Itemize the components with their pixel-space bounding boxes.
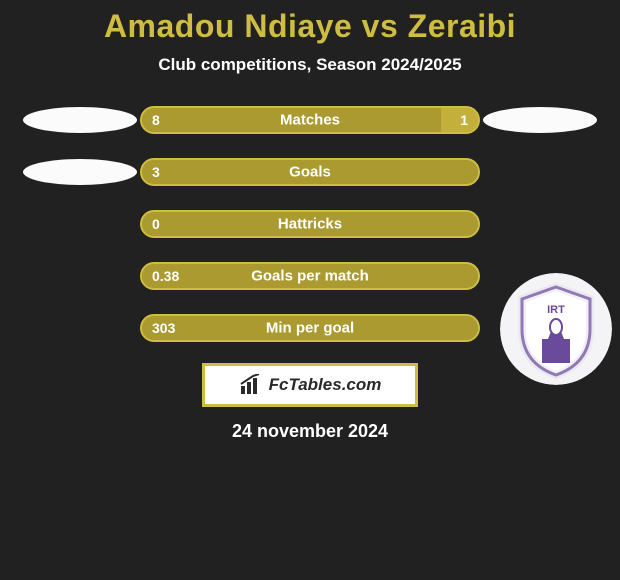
stat-label: Goals	[289, 164, 331, 181]
right-slot	[480, 155, 600, 189]
player-right-oval	[483, 107, 597, 133]
right-slot	[480, 103, 600, 137]
stat-value-right: 1	[460, 112, 468, 128]
player-left-oval	[23, 107, 137, 133]
stat-bar: Min per goal 303	[140, 314, 480, 342]
left-slot	[20, 207, 140, 241]
stat-bar: Goals per match 0.38	[140, 262, 480, 290]
stat-bar: Hattricks 0	[140, 210, 480, 238]
branding-box: FcTables.com	[202, 363, 418, 407]
left-slot	[20, 311, 140, 345]
stat-row: Matches 8 1	[10, 103, 610, 137]
stat-label: Min per goal	[266, 320, 354, 337]
page-title: Amadou Ndiaye vs Zeraibi	[0, 0, 620, 45]
stat-value-left: 0.38	[152, 268, 179, 284]
right-slot	[480, 207, 600, 241]
branding-text: FcTables.com	[269, 375, 382, 395]
stat-label: Hattricks	[278, 216, 342, 233]
comparison-chart: Matches 8 1 Goals 3 Hattricks 0 Goals per match…	[0, 103, 620, 345]
stat-row: Hattricks 0	[10, 207, 610, 241]
bar-chart-icon	[239, 374, 265, 396]
svg-text:IRT: IRT	[547, 304, 565, 316]
stat-value-left: 3	[152, 164, 160, 180]
stat-bar: Goals 3	[140, 158, 480, 186]
left-slot	[20, 259, 140, 293]
page-subtitle: Club competitions, Season 2024/2025	[0, 55, 620, 75]
player-left-oval	[23, 159, 137, 185]
stat-label: Matches	[280, 112, 340, 129]
stat-value-left: 8	[152, 112, 160, 128]
club-crest-icon: IRT	[500, 273, 612, 385]
stat-value-left: 303	[152, 320, 175, 336]
stat-bar: Matches 8 1	[140, 106, 480, 134]
snapshot-date: 24 november 2024	[0, 421, 620, 442]
left-slot	[20, 103, 140, 137]
stat-row: Goals 3	[10, 155, 610, 189]
left-slot	[20, 155, 140, 189]
stat-value-left: 0	[152, 216, 160, 232]
stat-label: Goals per match	[251, 268, 369, 285]
